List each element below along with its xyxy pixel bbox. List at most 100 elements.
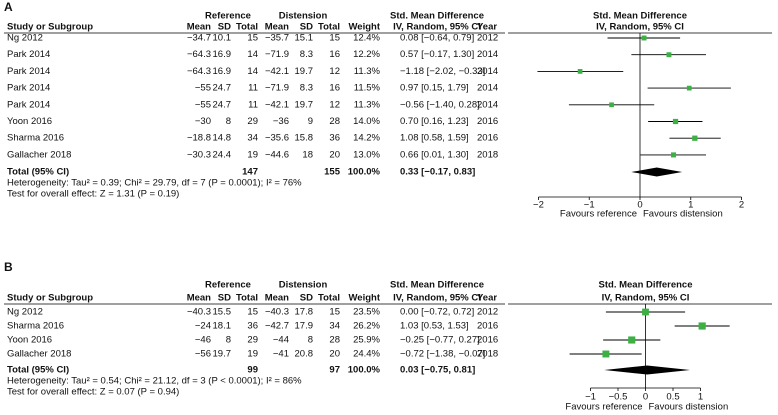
table-cell: 23.5% — [353, 307, 380, 318]
table-cell: 34 — [329, 321, 340, 332]
column-header: Mean — [187, 22, 211, 33]
overall-effect: Test for overall effect: Z = 0.07 (P = 0… — [7, 387, 179, 398]
table-cell: 0.97 [0.15, 1.79] — [400, 83, 469, 94]
table-cell: 0.57 [−0.17, 1.30] — [400, 49, 474, 60]
x-tick-label: 0.5 — [666, 392, 679, 403]
table-cell: −34.7 — [187, 33, 211, 44]
table-cell: 14 — [247, 66, 258, 77]
table-cell: Sharma 2016 — [7, 321, 64, 332]
table-cell: 28 — [329, 335, 340, 346]
table-cell: Ng 2012 — [7, 307, 43, 318]
table-cell: Park 2014 — [7, 66, 50, 77]
table-cell: 11.3% — [354, 99, 381, 110]
table-cell: 15 — [247, 307, 258, 318]
table-cell: 16 — [329, 83, 340, 94]
table-cell: −44.6 — [265, 149, 289, 160]
column-header: Study or Subgroup — [7, 22, 93, 33]
table-cell: 2014 — [477, 66, 498, 77]
group-header: Distension — [279, 280, 328, 291]
table-cell: 11.3% — [354, 66, 381, 77]
table-cell: 2016 — [477, 116, 498, 127]
table-cell: 18 — [302, 149, 313, 160]
column-header: IV, Random, 95% CI — [393, 293, 481, 304]
table-cell: 20 — [329, 149, 340, 160]
column-header: Total — [318, 22, 340, 33]
column-header: SD — [218, 293, 231, 304]
table-cell: 12 — [329, 99, 340, 110]
table-cell: 29 — [247, 335, 258, 346]
panel-label: B — [4, 260, 13, 274]
table-cell: Gallacher 2018 — [7, 149, 71, 160]
table-cell: 12.2% — [353, 49, 380, 60]
table-cell: 15.5 — [213, 307, 232, 318]
x-tick-label: 2 — [739, 200, 744, 211]
heterogeneity: Heterogeneity: Tau² = 0.39; Chi² = 29.79… — [7, 178, 302, 189]
x-tick-label: 1 — [698, 392, 703, 403]
effect-square — [692, 135, 698, 141]
table-cell: 36 — [329, 133, 340, 144]
table-cell: 2016 — [477, 321, 498, 332]
effect-square — [602, 350, 610, 358]
table-cell: 2016 — [477, 133, 498, 144]
column-header: Total — [318, 293, 340, 304]
x-tick-label: 1 — [688, 200, 693, 211]
group-header: Std. Mean Difference — [599, 280, 693, 291]
table-cell: −40.3 — [187, 307, 211, 318]
table-cell: −18.8 — [187, 133, 211, 144]
table-cell: 24.7 — [213, 83, 232, 94]
table-cell: −64.3 — [187, 49, 211, 60]
table-cell: 15 — [329, 307, 340, 318]
table-cell: 1.03 [0.53, 1.53] — [400, 321, 469, 332]
table-cell: 0.00 [−0.72, 0.72] — [400, 307, 474, 318]
table-cell: 12 — [329, 66, 340, 77]
table-cell: 26.2% — [353, 321, 380, 332]
table-cell: 14.0% — [353, 116, 380, 127]
table-cell: Sharma 2016 — [7, 133, 64, 144]
table-cell: 2018 — [477, 349, 498, 360]
table-cell: −71.9 — [265, 49, 289, 60]
table-cell: Gallacher 2018 — [7, 349, 71, 360]
table-cell: 16.9 — [213, 66, 232, 77]
table-cell: −24 — [195, 321, 211, 332]
table-cell: −46 — [195, 335, 211, 346]
table-cell: −40.3 — [265, 307, 289, 318]
table-cell: −41 — [273, 349, 289, 360]
effect-square — [641, 35, 647, 41]
table-cell: 14.8 — [213, 133, 232, 144]
table-cell: −44 — [273, 335, 289, 346]
overall-effect: Test for overall effect: Z = 1.31 (P = 0… — [7, 189, 179, 200]
table-cell: 19.7 — [295, 66, 314, 77]
table-cell: 36 — [247, 321, 258, 332]
table-cell: Park 2014 — [7, 83, 50, 94]
table-cell: 0.66 [0.01, 1.30] — [400, 149, 469, 160]
table-cell: 2012 — [477, 307, 498, 318]
group-header: Std. Mean Difference — [390, 11, 484, 22]
table-cell: −35.6 — [265, 133, 289, 144]
table-cell: 2014 — [477, 99, 498, 110]
table-cell: 8.3 — [300, 49, 313, 60]
table-cell: Ng 2012 — [7, 33, 43, 44]
column-header: Total — [236, 293, 258, 304]
table-cell: −56 — [195, 349, 211, 360]
table-cell: 0.08 [−0.64, 0.79] — [400, 33, 474, 44]
column-header: Weight — [349, 22, 381, 33]
table-cell: 19.7 — [295, 99, 314, 110]
total-cell: Total (95% CI) — [7, 365, 69, 376]
table-cell: 2018 — [477, 149, 498, 160]
table-cell: 8 — [226, 335, 231, 346]
column-header: Weight — [349, 293, 381, 304]
table-cell: −42.1 — [265, 99, 289, 110]
column-header: SD — [218, 22, 231, 33]
effect-square — [577, 69, 583, 74]
table-cell: 1.08 [0.58, 1.59] — [400, 133, 469, 144]
effect-square — [698, 322, 706, 330]
table-cell: 19.7 — [213, 349, 232, 360]
table-cell: 11.5% — [354, 83, 381, 94]
table-cell: 11 — [248, 99, 258, 110]
table-cell: 17.8 — [295, 307, 314, 318]
table-cell: −0.25 [−0.77, 0.27] — [400, 335, 480, 346]
column-header: Year — [477, 293, 497, 304]
table-cell: 16.9 — [213, 49, 232, 60]
column-header: Year — [477, 22, 497, 33]
